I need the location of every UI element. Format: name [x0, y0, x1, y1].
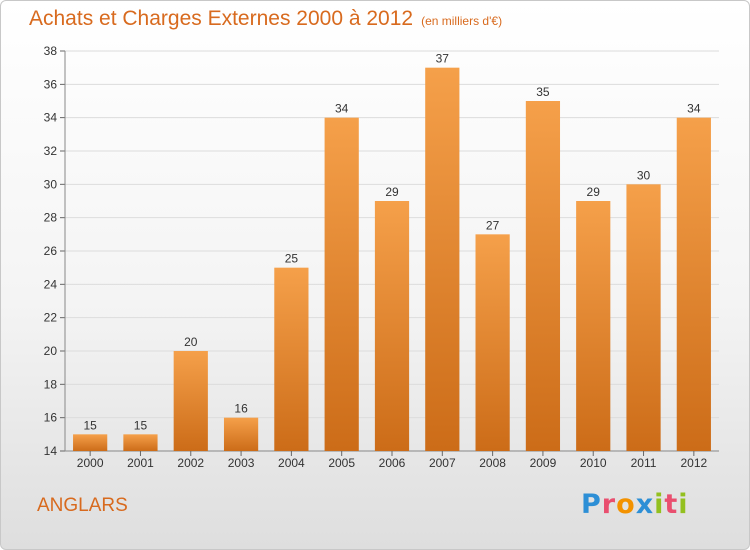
y-tick-label: 38 [44, 44, 58, 58]
bar [223, 417, 259, 451]
bar-value-label: 20 [184, 335, 198, 349]
y-tick-label: 30 [44, 177, 58, 191]
x-tick-label: 2000 [77, 456, 104, 470]
bar-value-label: 15 [134, 418, 148, 432]
x-tick-label: 2012 [680, 456, 707, 470]
y-tick-label: 14 [44, 444, 58, 458]
logo-letter: P [581, 489, 602, 520]
bar-value-label: 34 [335, 102, 349, 116]
bar-value-label: 27 [486, 218, 500, 232]
bar [626, 184, 661, 452]
logo-letter: i [678, 489, 689, 520]
y-tick-label: 24 [44, 277, 58, 291]
bar-value-label: 29 [385, 185, 399, 199]
y-tick-label: 22 [44, 311, 58, 325]
bar-value-label: 29 [587, 185, 601, 199]
bar-value-label: 16 [234, 402, 248, 416]
x-tick-label: 2006 [379, 456, 406, 470]
bar [425, 67, 460, 452]
chart-subtitle: (en milliers d'€) [421, 14, 503, 28]
x-tick-label: 2007 [429, 456, 456, 470]
y-tick-label: 20 [44, 344, 58, 358]
y-tick-label: 16 [44, 411, 58, 425]
bar-value-label: 37 [436, 52, 450, 66]
bar-value-label: 30 [637, 168, 651, 182]
bar-value-label: 34 [687, 102, 701, 116]
y-tick-label: 18 [44, 377, 58, 391]
y-tick-label: 28 [44, 211, 58, 225]
title-row: Achats et Charges Externes 2000 à 2012 (e… [29, 7, 502, 31]
x-tick-label: 2009 [530, 456, 557, 470]
bar [676, 117, 711, 452]
logo-letter: r [601, 489, 617, 520]
x-tick-label: 2011 [631, 456, 657, 470]
x-tick-label: 2005 [328, 456, 355, 470]
bar-value-label: 35 [536, 85, 550, 99]
x-tick-label: 2002 [177, 456, 204, 470]
bar [173, 351, 208, 451]
bar-value-label: 25 [285, 252, 299, 266]
bar [475, 234, 510, 451]
bar [324, 117, 359, 452]
x-tick-label: 2001 [127, 456, 154, 470]
bar-value-label: 15 [83, 418, 97, 432]
y-tick-label: 36 [44, 77, 58, 91]
bar [576, 201, 611, 451]
logo-letter: t [664, 489, 679, 520]
logo-letter: o [616, 489, 636, 520]
commune-name: ANGLARS [37, 495, 128, 516]
y-tick-label: 34 [44, 111, 58, 125]
bar [374, 201, 410, 451]
bar [525, 101, 561, 451]
x-tick-label: 2008 [479, 456, 506, 470]
y-tick-label: 26 [44, 244, 58, 258]
labels: 14 16 18 20 22 24 26 28 30 32 34 36 38 15 2000 15 2001 20… [44, 44, 708, 470]
x-tick-label: 2004 [278, 456, 305, 470]
bar [274, 267, 309, 451]
logo-letter: x [635, 489, 655, 520]
y-tick-label: 32 [44, 144, 58, 158]
bar [123, 434, 158, 451]
bar [73, 434, 108, 451]
chart-title: Achats et Charges Externes 2000 à 2012 [29, 7, 414, 30]
proxiti-logo[interactable]: Proxiti [581, 489, 689, 520]
x-tick-label: 2010 [580, 456, 607, 470]
bars [73, 67, 711, 452]
logo-letter: i [654, 489, 665, 520]
x-tick-label: 2003 [228, 456, 255, 470]
